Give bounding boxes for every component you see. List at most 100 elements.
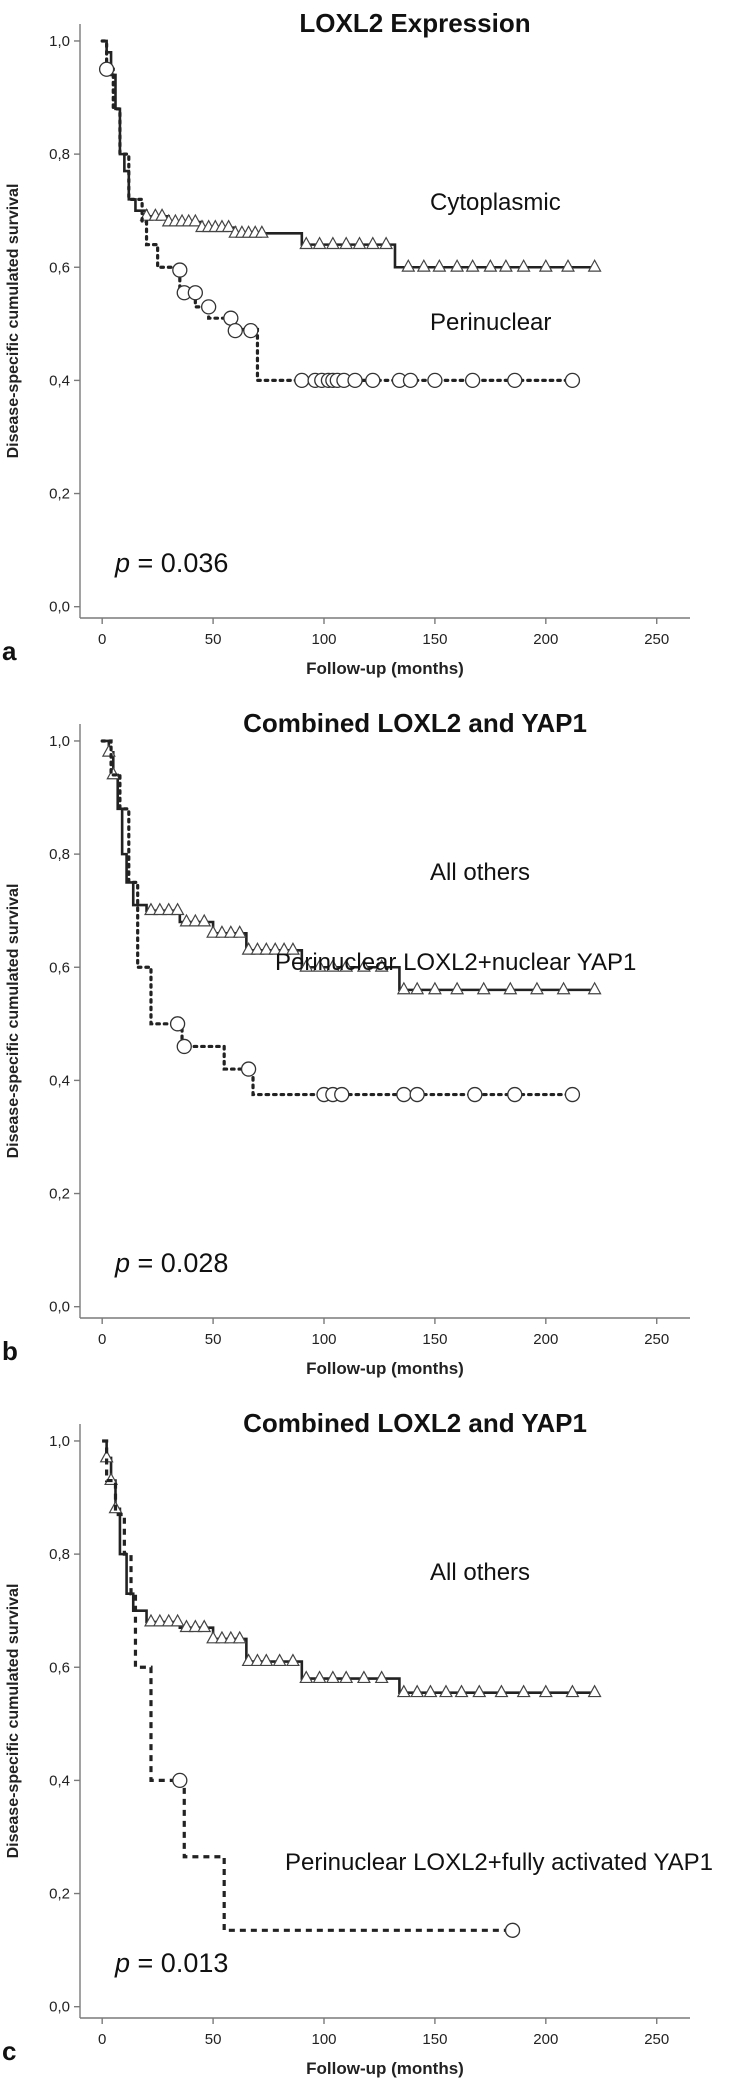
panel-c: 0,0 0,2 0,4 0,6 0,8 1,0 0 50 100 150 200 250 Follow-… <box>0 1400 744 2090</box>
censor-marker-triangle <box>516 259 531 272</box>
censor-marker-triangle <box>529 981 544 995</box>
chart-b-svg: 0,0 0,2 0,4 0,6 0,8 1,0 0 50 100 150 200 250 Follow-… <box>2 708 690 1378</box>
censor-marker-circle <box>243 322 259 339</box>
censor-marker-triangle <box>155 208 170 221</box>
chart-title: Combined LOXL2 and YAP1 <box>243 708 587 738</box>
x-tick-label: 100 <box>311 2031 336 2048</box>
x-tick-label: 150 <box>422 631 447 648</box>
censor-marker-circle <box>334 1086 350 1103</box>
x-tick-label: 50 <box>205 631 222 648</box>
censor-marker-triangle <box>396 1684 411 1698</box>
p-value-annotation: p = 0.013 <box>114 1948 228 1978</box>
x-axis-label: Follow-up (months) <box>306 1359 464 1378</box>
censor-marker-triangle <box>374 1670 389 1684</box>
censor-marker-triangle <box>339 959 354 972</box>
censor-marker-triangle <box>439 1684 453 1698</box>
censor-marker-triangle <box>259 942 274 955</box>
y-tick-label: 0,8 <box>49 1546 70 1563</box>
y-tick-label: 0,2 <box>49 486 70 503</box>
censor-marker-triangle <box>516 1684 531 1698</box>
censor-marker-triangle <box>312 1670 327 1684</box>
censor-marker-triangle <box>325 1670 340 1684</box>
x-tick-label: 200 <box>533 631 558 648</box>
censor-marker-triangle <box>454 1684 469 1698</box>
censor-marker-triangle <box>410 1684 425 1698</box>
censor-marker-triangle <box>241 942 256 955</box>
y-tick-label: 0,2 <box>49 1886 70 1903</box>
censor-marker-triangle <box>396 981 411 995</box>
censor-marker-triangle <box>206 1630 221 1644</box>
censor-marker-triangle <box>339 1670 354 1684</box>
x-tick-label: 150 <box>422 1331 447 1348</box>
y-tick-label: 0,8 <box>49 846 70 863</box>
censor-marker-circle <box>507 1086 523 1103</box>
censor-marker-circle <box>564 1086 581 1103</box>
x-tick-label: 50 <box>205 1331 222 1348</box>
censor-marker-circle <box>564 372 581 389</box>
censor-marker-triangle <box>299 1670 314 1684</box>
series-label: All others <box>430 1559 530 1586</box>
censor-marker-triangle <box>494 1684 509 1698</box>
censor-marker-triangle <box>268 942 283 955</box>
x-tick-label: 0 <box>98 2031 106 2048</box>
chart-title: LOXL2 Expression <box>299 8 530 38</box>
censor-marker-triangle <box>188 213 203 227</box>
y-tick-label: 1,0 <box>49 1433 70 1450</box>
censor-marker-triangle <box>538 1684 553 1698</box>
x-tick-label: 250 <box>644 2031 669 2048</box>
censor-marker-triangle <box>312 959 327 972</box>
censor-marker-circle <box>427 372 443 389</box>
censor-marker-circle <box>201 299 217 315</box>
x-axis-label: Follow-up (months) <box>306 659 464 678</box>
censor-marker-triangle <box>144 902 158 916</box>
censor-marker-circle <box>464 372 481 389</box>
censor-marker-triangle <box>423 1684 438 1698</box>
censor-marker-triangle <box>285 1653 300 1667</box>
censor-marker-triangle <box>472 1684 487 1698</box>
censor-marker-circle <box>227 322 243 339</box>
y-tick-label: 0,2 <box>49 1186 70 1203</box>
y-axis-label: Disease-specific cumulated survival <box>5 184 22 459</box>
censor-marker-triangle <box>139 208 154 221</box>
censor-marker-triangle <box>587 1684 602 1698</box>
panel-letter: a <box>2 636 17 666</box>
censor-marker-triangle <box>561 259 575 272</box>
censor-marker-triangle <box>223 925 238 938</box>
censor-marker-triangle <box>410 981 425 995</box>
series-label: Perinuclear LOXL2+nuclear YAP1 <box>275 949 636 976</box>
panel-a: 0,0 0,2 0,4 0,6 0,8 1,0 0 50 100 150 200 250 Follow-… <box>0 0 744 690</box>
censor-marker-triangle <box>101 744 116 757</box>
censor-marker-triangle <box>432 259 447 272</box>
x-axis-label: Follow-up (months) <box>306 2059 464 2078</box>
panel-b: 0,0 0,2 0,4 0,6 0,8 1,0 0 50 100 150 200 250 Follow-… <box>0 700 744 1390</box>
censor-marker-triangle <box>179 1619 194 1633</box>
censor-marker-triangle <box>450 259 465 272</box>
censor-marker-circle <box>172 262 188 278</box>
censor-marker-triangle <box>221 219 236 233</box>
series-label: Perinuclear LOXL2+fully activated YAP1 <box>285 1849 713 1876</box>
chart-a-svg: 0,0 0,2 0,4 0,6 0,8 1,0 0 50 100 150 200 250 Follow-… <box>2 8 690 678</box>
censor-marker-triangle <box>339 236 354 250</box>
series-label: Cytoplasmic <box>430 189 561 216</box>
censor-marker-triangle <box>325 236 340 250</box>
censor-marker-circle <box>240 1061 257 1077</box>
censor-marker-triangle <box>538 259 553 272</box>
censor-marker-triangle <box>223 1630 238 1644</box>
censor-marker-triangle <box>374 959 389 972</box>
censor-marker-triangle <box>450 981 465 995</box>
censor-marker-circle <box>294 372 310 389</box>
censor-marker-triangle <box>312 236 327 250</box>
p-value-annotation: p = 0.028 <box>114 1248 228 1278</box>
censor-marker-triangle <box>325 959 340 972</box>
censor-marker-circle <box>169 1016 186 1032</box>
censor-marker-circle <box>507 372 523 389</box>
y-tick-label: 0,8 <box>49 146 70 163</box>
chart-title: Combined LOXL2 and YAP1 <box>243 1408 587 1438</box>
censor-marker-triangle <box>272 1653 287 1667</box>
censor-marker-triangle <box>241 1653 256 1667</box>
censor-marker-triangle <box>259 1653 274 1667</box>
censor-marker-triangle <box>476 981 491 995</box>
censor-marker-triangle <box>483 259 498 272</box>
censor-marker-triangle <box>465 259 480 272</box>
censor-marker-circle <box>172 1772 188 1789</box>
